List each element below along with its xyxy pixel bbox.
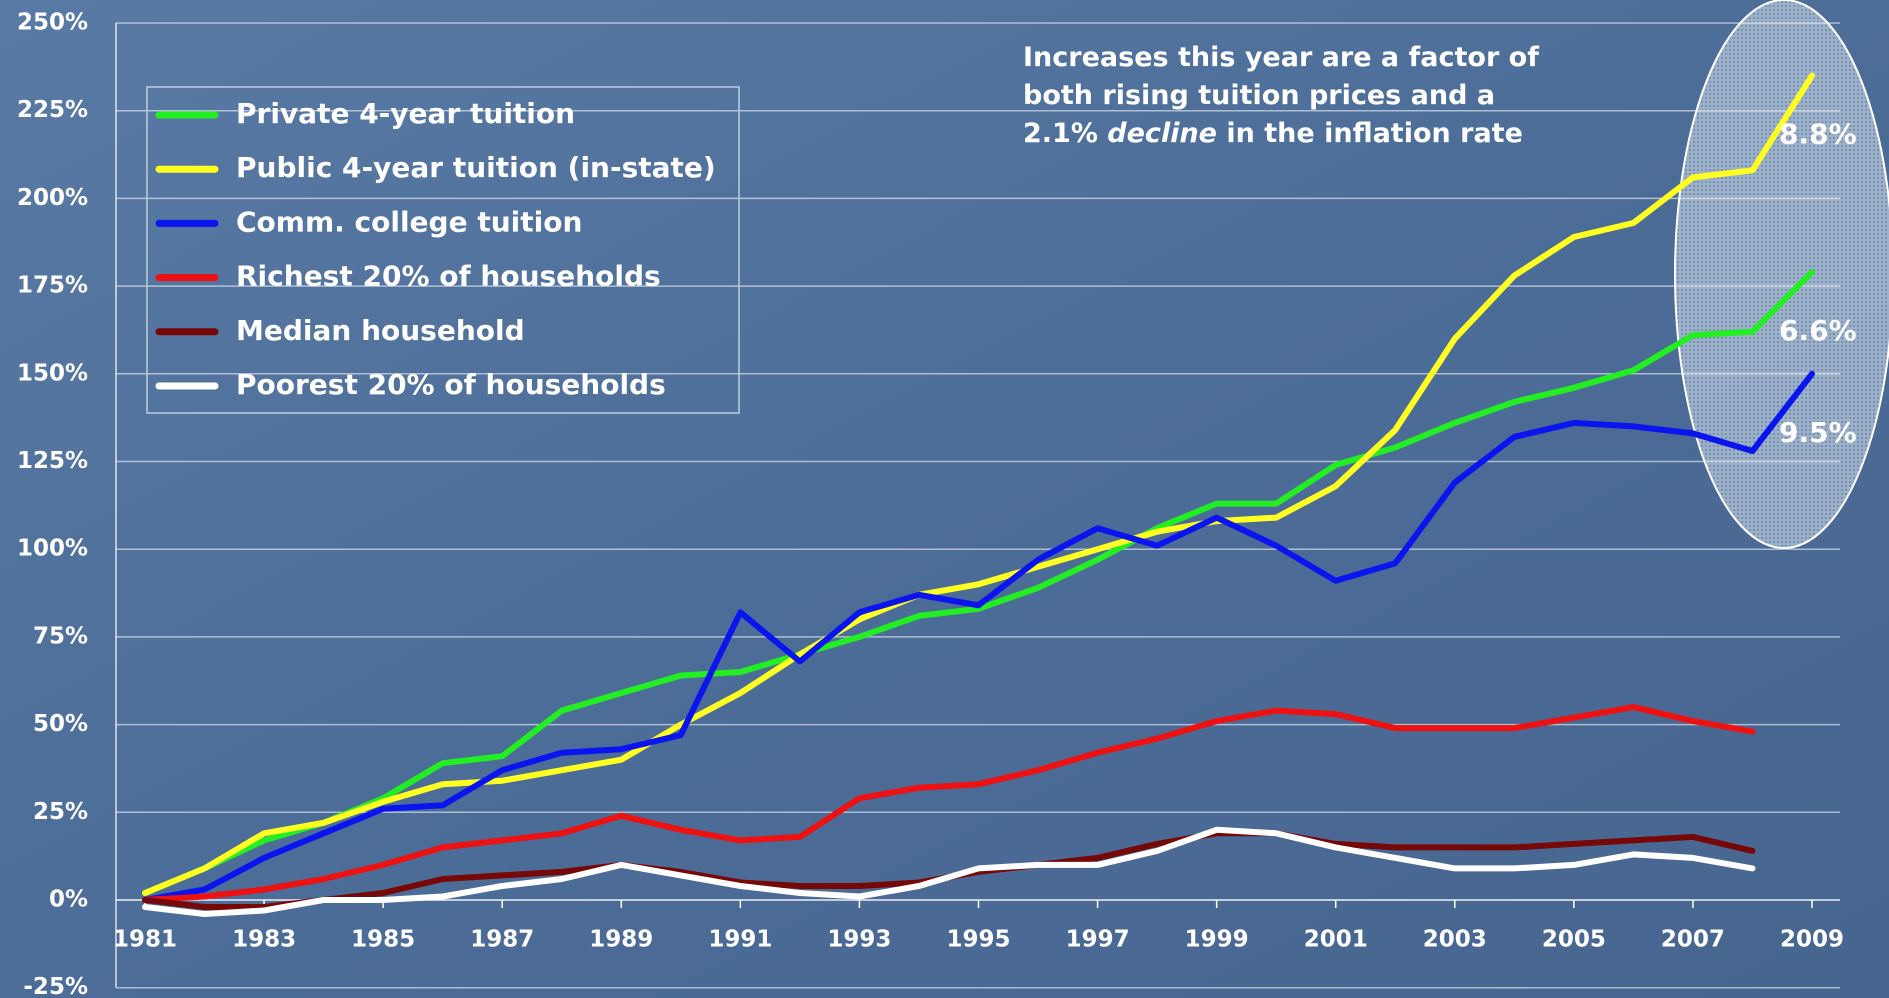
y-tick-label: 200% <box>17 185 88 211</box>
legend-label: Poorest 20% of households <box>236 368 666 401</box>
y-tick-label: 150% <box>17 360 88 386</box>
series-line <box>142 826 1756 917</box>
x-tick-label: 1999 <box>1185 927 1249 953</box>
x-tick-label: 1985 <box>351 927 415 953</box>
annotation: Increases this year are a factor of both … <box>1023 42 1539 149</box>
y-tick-label: 100% <box>17 536 88 562</box>
legend-box <box>146 86 740 414</box>
x-tick-label: 1991 <box>708 927 772 953</box>
callout-label: 9.5% <box>1779 416 1857 449</box>
callout-label: 6.6% <box>1779 314 1857 347</box>
annotation-text: 2.1% <box>1023 118 1107 149</box>
y-tick-label: 250% <box>17 10 88 36</box>
x-tick-label: 1983 <box>232 927 296 953</box>
annotation-text: in the inflation rate <box>1217 118 1523 149</box>
y-tick-label: 75% <box>33 623 88 649</box>
legend-label: Richest 20% of households <box>236 260 661 293</box>
callout-label: 8.8% <box>1779 118 1857 151</box>
series-line <box>142 72 1815 896</box>
y-tick-label: 0% <box>49 887 88 913</box>
series-line <box>142 370 1815 903</box>
series-line <box>142 704 1756 903</box>
annotation-text: decline <box>1107 118 1217 149</box>
y-tick-label: 50% <box>33 711 88 737</box>
y-tick-label: 125% <box>17 448 88 474</box>
x-tick-label: 2001 <box>1304 927 1368 953</box>
x-tick-label: 1995 <box>946 927 1010 953</box>
x-tick-label: 1987 <box>470 927 534 953</box>
x-tick-label: 2009 <box>1780 927 1844 953</box>
series-line <box>142 269 1815 896</box>
annotation-text: both rising tuition prices and a <box>1023 80 1495 111</box>
x-tick-label: 2003 <box>1423 927 1487 953</box>
legend-label: Median household <box>236 314 525 347</box>
x-tick-label: 2005 <box>1542 927 1606 953</box>
x-tick-label: 2007 <box>1661 927 1725 953</box>
y-tick-label: -25% <box>23 974 88 998</box>
legend-label: Comm. college tuition <box>236 205 582 238</box>
x-tick-label: 1993 <box>827 927 891 953</box>
x-tick-label: 1989 <box>589 927 653 953</box>
legend-label: Private 4-year tuition <box>236 97 575 130</box>
x-tick-label: 1981 <box>113 927 177 953</box>
x-tick-label: 1997 <box>1066 927 1130 953</box>
y-tick-label: 25% <box>33 799 88 825</box>
legend-label: Public 4-year tuition (in-state) <box>236 151 716 184</box>
y-tick-label: 175% <box>17 273 88 299</box>
y-tick-label: 225% <box>17 97 88 123</box>
annotation-text: Increases this year are a factor of <box>1023 42 1539 73</box>
highlight-ellipse <box>1674 0 1889 549</box>
